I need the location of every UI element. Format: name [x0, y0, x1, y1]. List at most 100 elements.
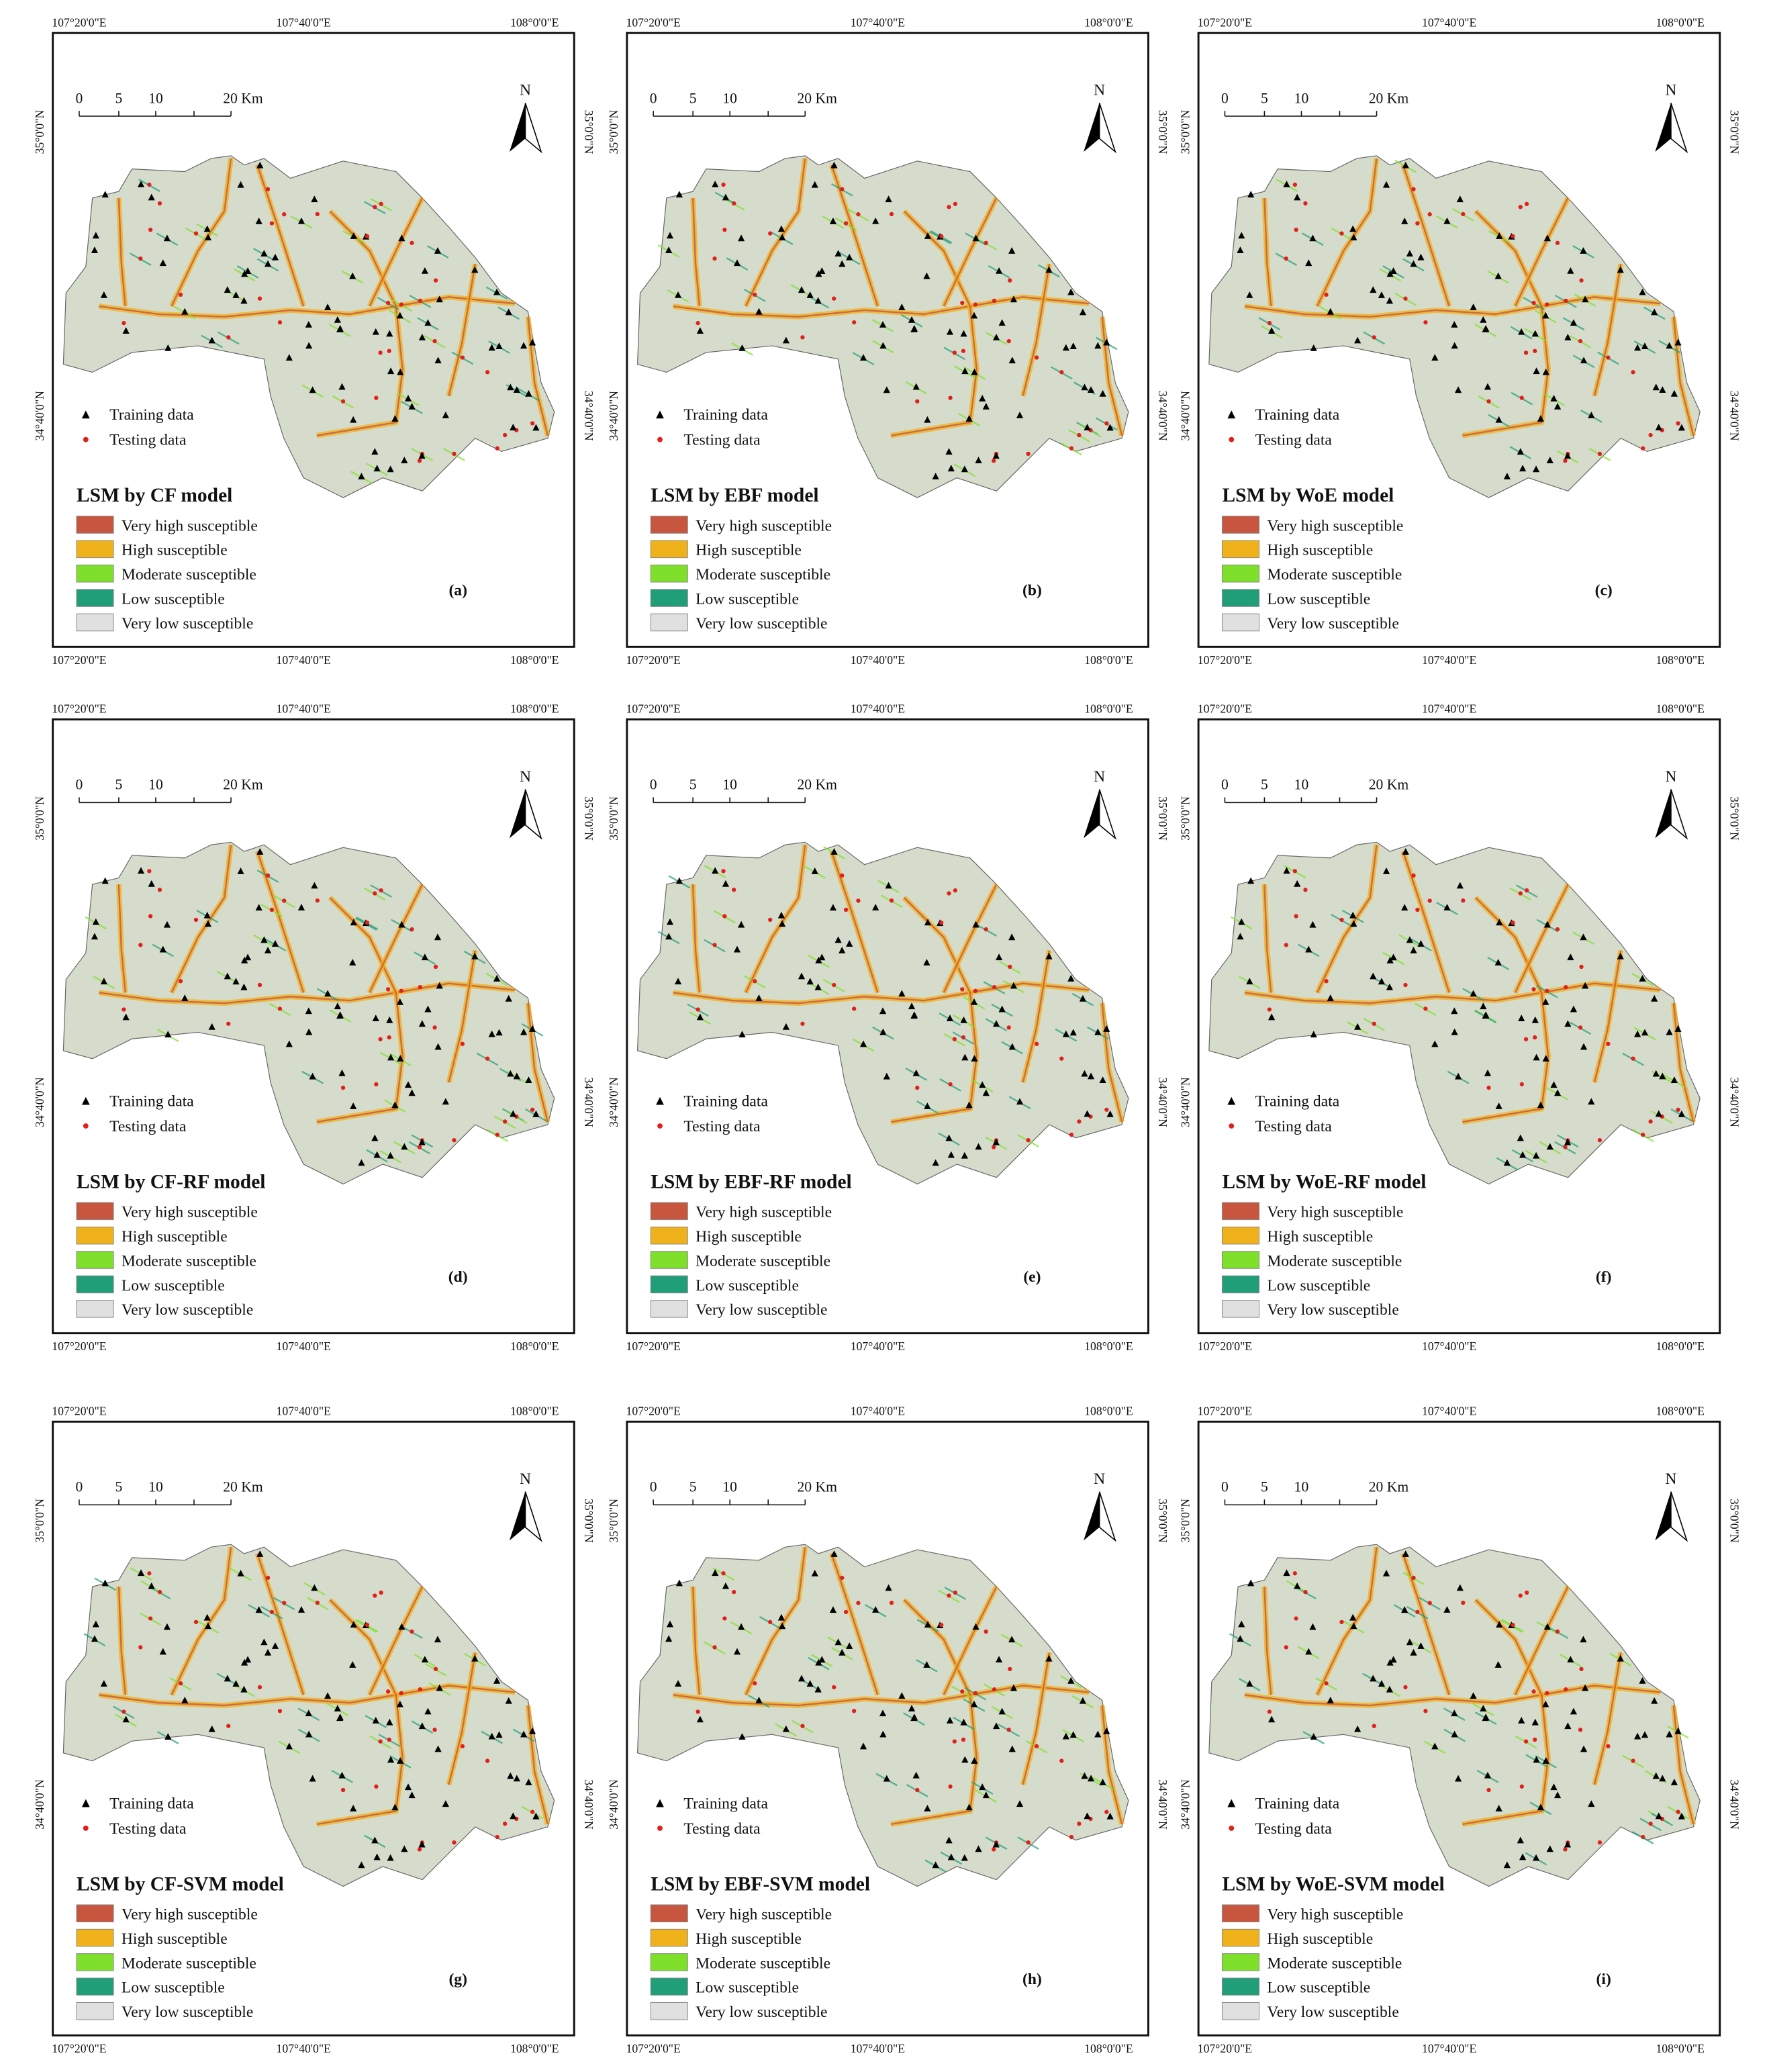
testing-point	[732, 888, 736, 892]
testing-point	[495, 446, 499, 451]
training-point	[421, 1656, 428, 1663]
training-point	[1494, 1661, 1502, 1668]
legend-label: High susceptible	[122, 1228, 228, 1245]
training-label: Training data	[1255, 1093, 1340, 1111]
training-point	[859, 1742, 867, 1750]
training-point	[324, 303, 332, 310]
testing-point	[265, 1575, 271, 1581]
testing-point	[1267, 1709, 1272, 1714]
north-arrow	[1084, 103, 1100, 152]
training-point	[798, 286, 806, 293]
longitude-label: 107°20'0"E	[626, 702, 680, 716]
testing-point	[960, 300, 965, 305]
training-point	[1010, 295, 1018, 303]
training-point	[1617, 266, 1624, 273]
training-point	[305, 321, 312, 328]
training-point	[1484, 1069, 1492, 1076]
training-point	[404, 395, 412, 402]
training-point	[912, 1069, 920, 1076]
testing-point	[433, 964, 438, 970]
scale-label: 20 Km	[1369, 90, 1409, 106]
testing-point	[399, 1691, 403, 1695]
susceptible-zone	[171, 1547, 232, 1695]
training-symbol	[81, 1799, 90, 1807]
training-point	[982, 1791, 990, 1799]
training-point	[1546, 1143, 1553, 1150]
training-point	[1390, 953, 1397, 961]
training-point	[1494, 272, 1502, 279]
susceptible-zone	[171, 158, 232, 307]
legend-label: Low susceptible	[122, 590, 225, 608]
training-point	[520, 1730, 528, 1738]
training-point	[1417, 1642, 1425, 1649]
testing-point	[992, 1687, 997, 1692]
training-point	[960, 1718, 967, 1726]
training-point	[1283, 867, 1290, 874]
susceptible-zone	[369, 197, 424, 307]
training-point	[961, 1053, 969, 1061]
training-point	[923, 272, 930, 279]
training-point	[811, 1569, 818, 1576]
legend-swatch	[650, 589, 688, 607]
legend-label: Very low susceptible	[1267, 615, 1398, 632]
training-point	[1651, 994, 1658, 1002]
training-point	[495, 342, 503, 349]
testing-point	[984, 1629, 988, 1634]
training-point	[1666, 342, 1673, 349]
testing-point	[1372, 335, 1376, 340]
training-point	[418, 452, 426, 459]
training-point	[1247, 1579, 1255, 1587]
testing-point	[768, 231, 773, 236]
training-point	[777, 225, 785, 232]
testing-point	[530, 1809, 535, 1814]
latitude-label: 35°0'0"N	[33, 110, 46, 154]
testing-point	[889, 1601, 894, 1605]
testing-point	[1006, 1025, 1011, 1030]
scale-label: 10	[1294, 1479, 1309, 1495]
training-point	[285, 1742, 293, 1750]
training-point	[1484, 383, 1492, 390]
longitude-label: 108°0'0"E	[1656, 15, 1705, 29]
training-point	[1310, 1031, 1317, 1038]
testing-point	[387, 1737, 391, 1742]
training-point	[1310, 344, 1317, 351]
training-point	[665, 1635, 673, 1642]
training-point	[924, 232, 932, 239]
longitude-label: 107°20'0"E	[52, 702, 106, 716]
susceptible-zone	[1101, 316, 1123, 436]
training-point	[495, 1029, 503, 1036]
testing-point	[226, 1021, 231, 1026]
north-arrow	[1670, 103, 1688, 154]
legend-label: High susceptible	[1267, 1930, 1373, 1948]
testing-point	[1324, 979, 1329, 984]
latitude-label: 34°40'0"N	[607, 1779, 620, 1830]
susceptible-zone	[943, 884, 998, 993]
testing-point	[939, 234, 944, 239]
latitude-label: 35°0'0"N	[1727, 796, 1741, 841]
training-point	[532, 424, 540, 431]
training-point	[1503, 1861, 1511, 1869]
latitude-label: 34°40'0"N	[33, 1077, 46, 1127]
legend-label: Low susceptible	[1267, 1277, 1370, 1294]
training-point	[505, 308, 512, 316]
training-point	[829, 1606, 837, 1613]
training-point	[311, 195, 318, 203]
training-point	[1349, 225, 1357, 232]
training-point	[1305, 1648, 1312, 1655]
training-point	[203, 225, 211, 232]
testing-point	[432, 1728, 437, 1732]
training-point	[961, 1151, 968, 1159]
training-point	[1564, 334, 1572, 340]
training-point	[507, 383, 514, 391]
training-point	[1518, 1717, 1525, 1724]
training-point	[960, 1016, 967, 1023]
scale-label: 10	[148, 777, 163, 793]
scale-label: 5	[1261, 90, 1268, 106]
north-label: N	[1665, 768, 1676, 786]
testing-point	[1006, 1728, 1011, 1732]
north-label: N	[1665, 82, 1676, 99]
training-point	[979, 1783, 986, 1791]
training-point	[305, 1007, 312, 1015]
legend-swatch	[76, 1202, 114, 1221]
